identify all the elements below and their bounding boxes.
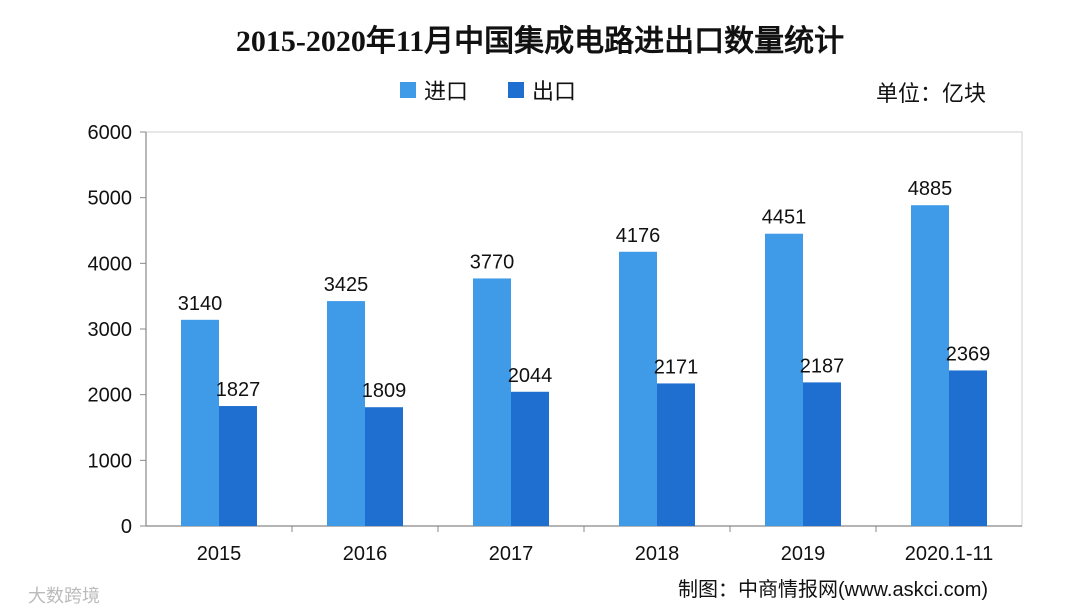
credit-text: 制图：中商情报网(www.askci.com) bbox=[678, 579, 989, 601]
x-tick-label-2: 2017 bbox=[489, 543, 534, 565]
data-label-export-0: 1827 bbox=[216, 379, 261, 401]
bar-export-3 bbox=[657, 383, 695, 526]
y-tick-label-6: 6000 bbox=[88, 122, 133, 144]
data-label-export-4: 2187 bbox=[800, 355, 845, 377]
legend-swatch-import bbox=[400, 82, 416, 98]
legend-item-export: 出口 bbox=[508, 74, 576, 106]
plot-border bbox=[145, 131, 1023, 527]
x-tick-label-1: 2016 bbox=[343, 543, 388, 565]
y-tick-label-5: 5000 bbox=[88, 188, 133, 210]
y-tick-label-2: 2000 bbox=[88, 385, 133, 407]
legend-label-import: 进口 bbox=[424, 79, 469, 104]
data-label-import-4: 4451 bbox=[762, 207, 807, 229]
legend-label-export: 出口 bbox=[532, 79, 577, 104]
data-label-export-1: 1809 bbox=[362, 380, 407, 402]
bar-import-0 bbox=[181, 319, 219, 526]
y-tick-label-4: 4000 bbox=[88, 253, 133, 275]
legend-item-import: 进口 bbox=[400, 74, 468, 106]
data-label-import-3: 4176 bbox=[616, 225, 661, 247]
bar-export-4 bbox=[803, 382, 841, 526]
data-label-export-3: 2171 bbox=[654, 356, 699, 378]
bar-export-0 bbox=[219, 406, 257, 526]
bar-export-5 bbox=[949, 370, 987, 526]
x-tick-label-5: 2020.1-11 bbox=[905, 543, 994, 565]
data-label-import-5: 4885 bbox=[908, 178, 953, 200]
x-tick-label-4: 2019 bbox=[781, 543, 826, 565]
data-label-import-0: 3140 bbox=[178, 293, 223, 315]
data-label-export-5: 2369 bbox=[946, 343, 991, 365]
y-tick-label-0: 0 bbox=[121, 516, 132, 538]
y-tick-label-3: 3000 bbox=[88, 319, 133, 341]
data-label-export-2: 2044 bbox=[508, 365, 553, 387]
legend-swatch-export bbox=[508, 82, 525, 98]
legend: 进口 出口 bbox=[400, 74, 576, 106]
bar-import-3 bbox=[619, 251, 657, 526]
bar-import-2 bbox=[473, 278, 511, 526]
source-watermark: 大数跨境 bbox=[28, 586, 100, 606]
bar-export-2 bbox=[511, 391, 549, 526]
unit-label: 单位：亿块 bbox=[876, 81, 987, 106]
bar-import-4 bbox=[765, 233, 803, 527]
bar-export-1 bbox=[365, 407, 403, 526]
y-tick-label-1: 1000 bbox=[88, 450, 133, 472]
chart-title: 2015-2020年11月中国集成电路进出口数量统计 bbox=[235, 25, 845, 58]
x-tick-label-3: 2018 bbox=[635, 543, 680, 565]
bar-import-5 bbox=[911, 205, 949, 527]
data-label-import-2: 3770 bbox=[470, 251, 515, 273]
bar-import-1 bbox=[327, 301, 365, 526]
x-tick-label-0: 2015 bbox=[197, 543, 242, 565]
data-label-import-1: 3425 bbox=[324, 274, 369, 296]
